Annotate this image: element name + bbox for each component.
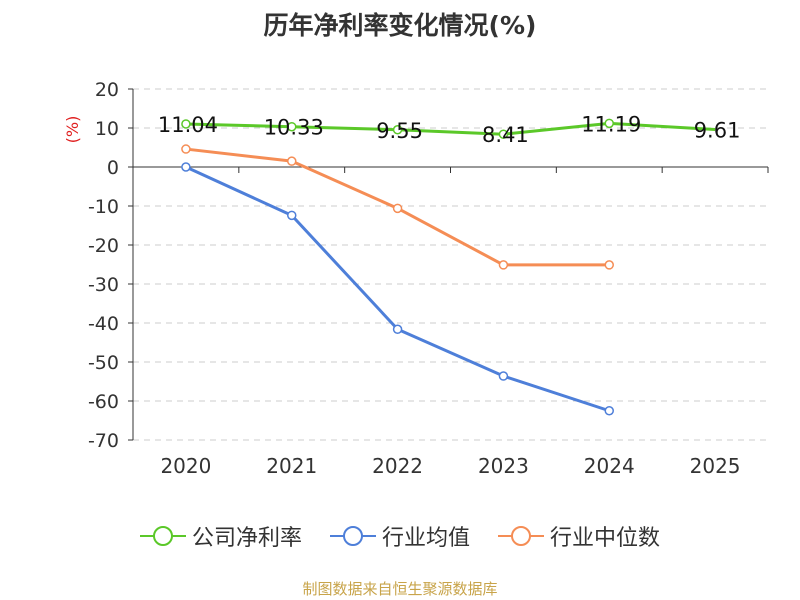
x-tick-label: 2023	[478, 454, 529, 478]
data-point	[392, 203, 403, 214]
y-tick-label: -70	[88, 430, 119, 452]
legend: 公司净利率 行业均值 行业中位数	[0, 520, 800, 552]
data-point	[287, 121, 297, 132]
y-tick-label: 0	[107, 157, 119, 179]
data-label: 10.33	[264, 116, 324, 140]
axes: 20 10 0 -10 -20 -30 -40 -50 -60 -70 2020 2021 2022 20…	[63, 79, 769, 478]
data-point	[181, 144, 191, 154]
series-line-1	[185, 165, 610, 413]
data-label: 11.04	[158, 113, 218, 137]
legend-item-company[interactable]: 公司净利率	[139, 520, 302, 552]
grid-lines	[133, 88, 768, 441]
data-point	[498, 260, 509, 270]
data-point	[498, 371, 509, 381]
data-point	[392, 125, 403, 135]
x-tick-label: 2022	[372, 454, 423, 478]
chart-title: 历年净利率变化情况(%)	[263, 11, 537, 40]
x-tick-label: 2021	[266, 454, 317, 478]
y-tick-label: -50	[88, 352, 119, 374]
y-axis-label: (%)	[63, 116, 82, 144]
y-tick-label: -60	[88, 391, 119, 413]
data-point	[604, 260, 614, 270]
data-point	[287, 210, 297, 221]
data-label: 11.19	[581, 112, 641, 136]
y-tick-label: -20	[88, 235, 119, 257]
legend-swatch-industry-mean-icon	[329, 526, 376, 546]
x-tick-label: 2025	[690, 454, 741, 478]
y-tick-label: 10	[95, 118, 119, 140]
legend-swatch-company-icon	[139, 526, 186, 546]
y-tick-label: 20	[95, 79, 119, 101]
data-point	[498, 129, 509, 139]
data-point	[287, 156, 297, 166]
legend-label-company: 公司净利率	[191, 526, 302, 551]
data-point	[181, 162, 191, 172]
data-point	[392, 324, 403, 334]
data-labels: 11.04 10.33 9.55 8.41 11.19 9.61	[158, 112, 741, 147]
data-point	[604, 406, 614, 416]
x-tick-label: 2020	[160, 454, 211, 478]
legend-label-industry-mean: 行业均值	[381, 526, 470, 551]
source-note: 制图数据来自恒生聚源数据库	[302, 580, 498, 598]
data-label: 9.61	[694, 119, 741, 143]
data-label: 8.41	[482, 123, 529, 147]
data-point	[604, 118, 614, 129]
y-tick-label: -40	[88, 313, 119, 335]
data-point	[181, 119, 191, 129]
legend-item-industry-median[interactable]: 行业中位数	[498, 520, 660, 552]
series-line-0	[185, 121, 716, 136]
data-label: 9.55	[376, 119, 423, 143]
series-lines	[181, 118, 716, 416]
x-tick-label: 2024	[584, 454, 635, 478]
legend-swatch-industry-median-icon	[498, 526, 544, 546]
y-tick-label: -10	[88, 196, 119, 218]
legend-label-industry-median: 行业中位数	[550, 526, 661, 551]
legend-item-industry-mean[interactable]: 行业均值	[329, 520, 470, 552]
y-tick-label: -30	[88, 274, 119, 296]
